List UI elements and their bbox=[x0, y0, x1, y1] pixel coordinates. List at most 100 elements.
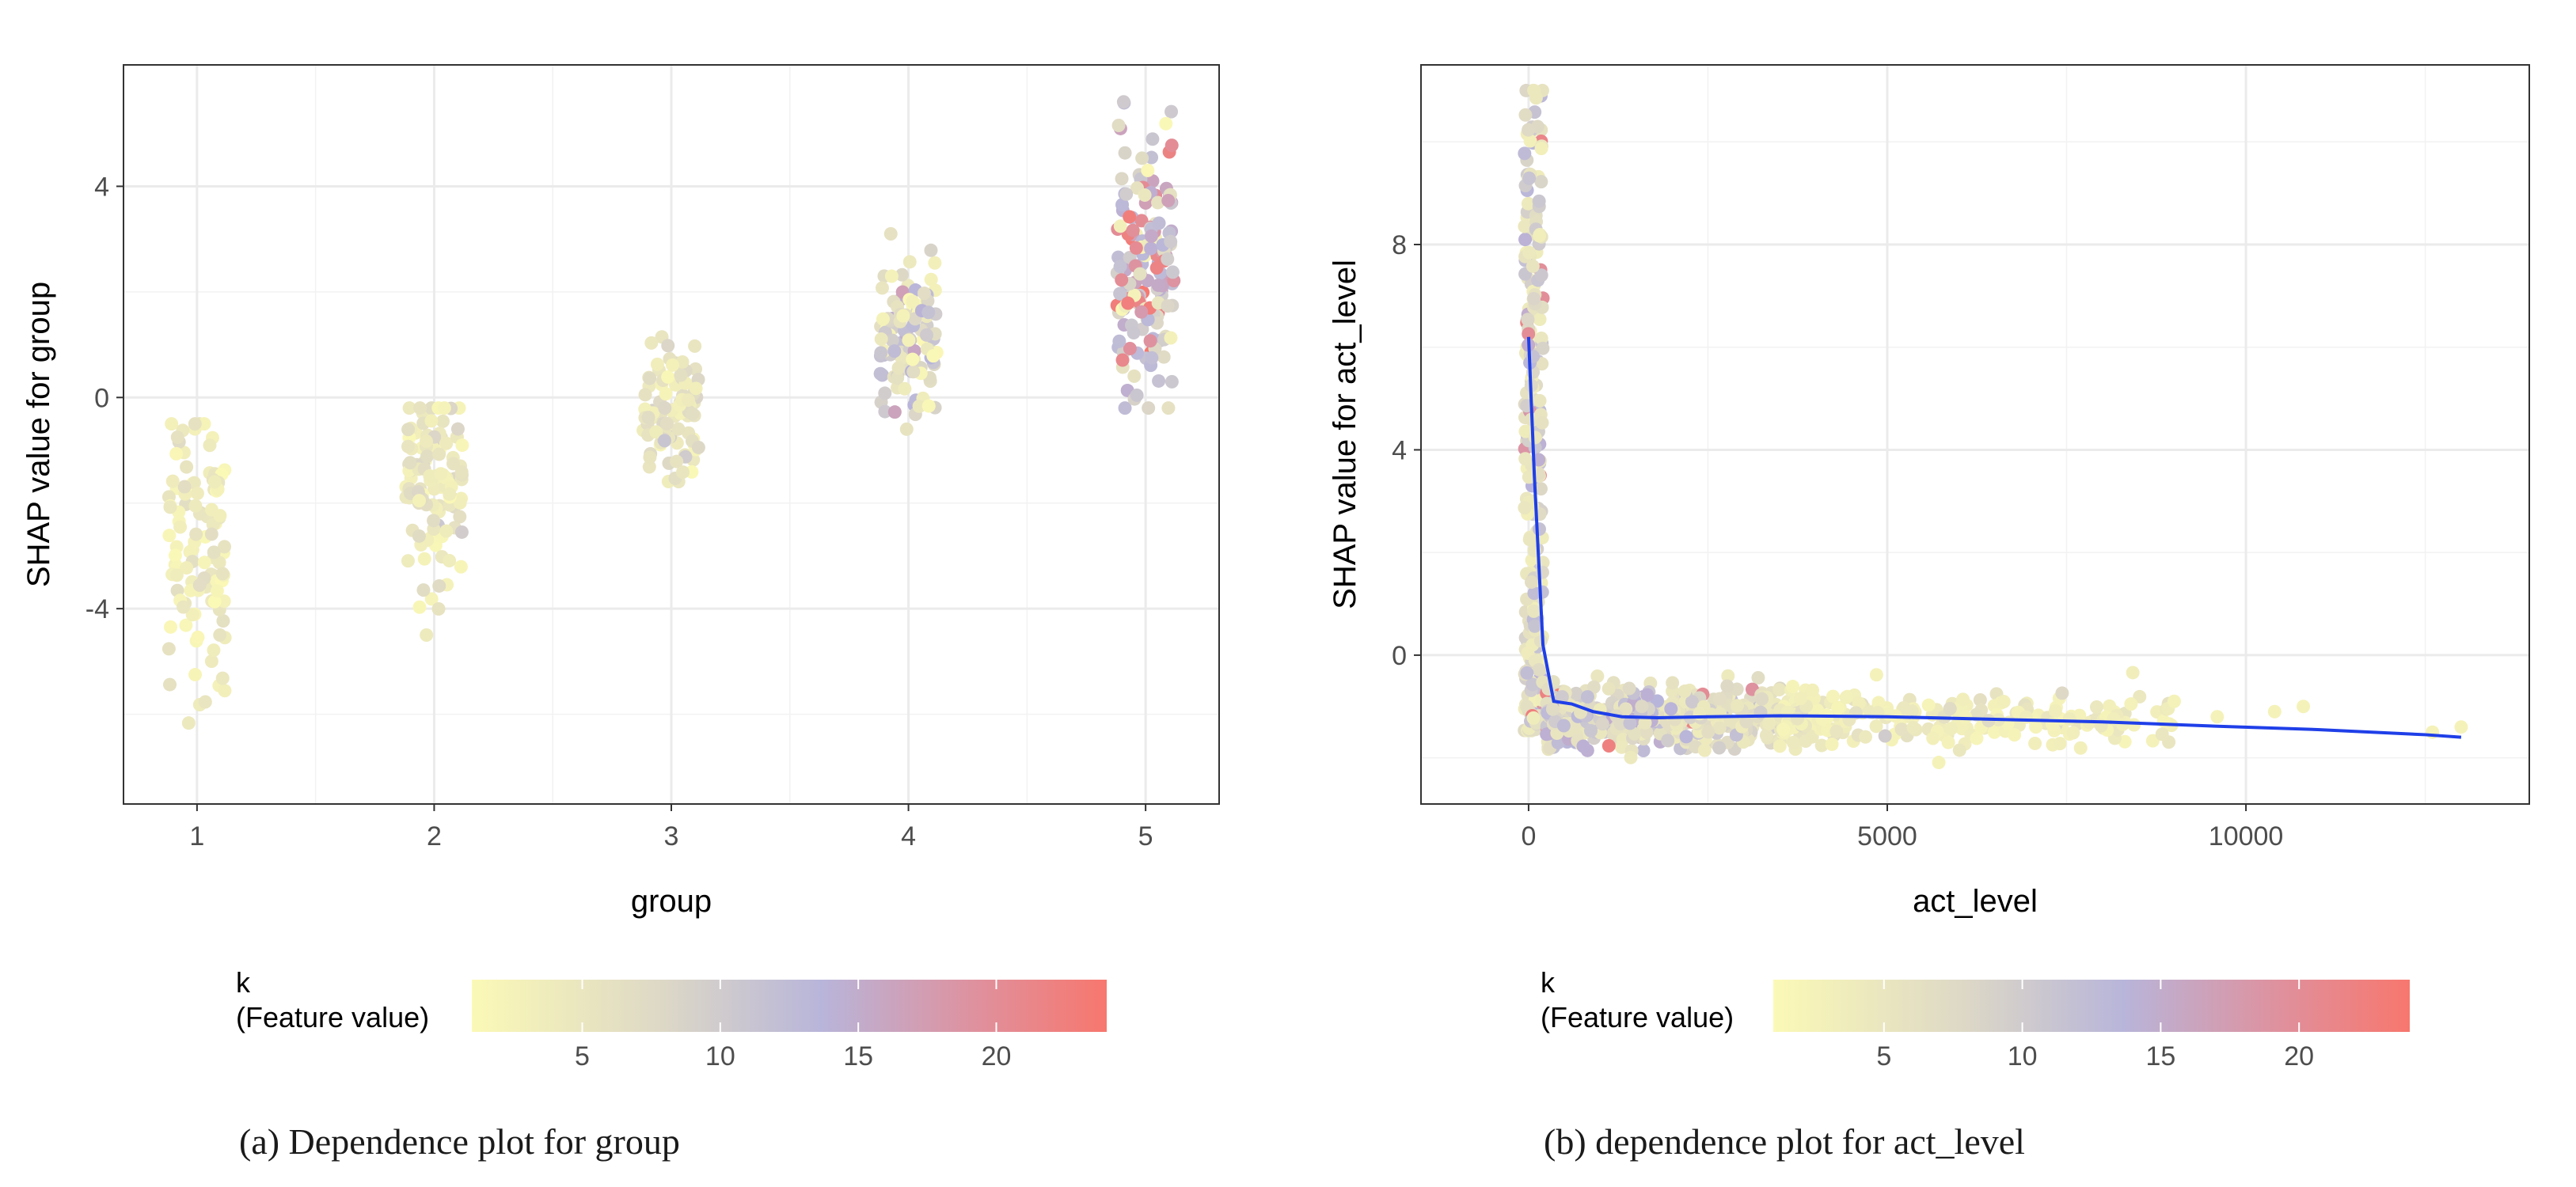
panel-a-legend-colorbar bbox=[472, 980, 1107, 1032]
panel-b-point bbox=[1586, 680, 1601, 694]
panel-a-point bbox=[891, 371, 905, 385]
panel-a-point bbox=[191, 630, 205, 644]
panel-b-point bbox=[2055, 686, 2069, 700]
panel-b-point bbox=[1533, 313, 1547, 327]
panel-a-point bbox=[928, 256, 942, 270]
panel-a-y-label: SHAP value for group bbox=[21, 282, 56, 587]
panel-a-point bbox=[161, 642, 176, 656]
panel-a-point bbox=[207, 594, 222, 609]
panel-a-point bbox=[1111, 119, 1126, 133]
panel-b-point bbox=[1529, 91, 1543, 105]
panel-b-point bbox=[1540, 727, 1554, 741]
panel-b-smooth-line bbox=[1526, 336, 2462, 739]
panel-a-x-tick-label: 3 bbox=[664, 821, 679, 851]
panel-b-point bbox=[1623, 716, 1637, 730]
panel-a-point bbox=[169, 446, 184, 461]
panel-a-point bbox=[432, 578, 446, 593]
panel-a-point bbox=[454, 525, 469, 539]
panel-a-legend-colorbar-tick-label: 20 bbox=[982, 1041, 1012, 1071]
panel-a-x-tick-label: 5 bbox=[1138, 821, 1153, 851]
panel-a-legend-ticks: 5 10 15 20 bbox=[575, 980, 1011, 1071]
panel-a-point bbox=[1149, 260, 1164, 275]
panel-b-point bbox=[1522, 327, 1536, 341]
panel-a-point bbox=[674, 368, 688, 382]
panel-b-point bbox=[1518, 452, 1533, 466]
panel-b-point bbox=[2297, 700, 2311, 714]
panel-b-point bbox=[1526, 711, 1541, 725]
panel-b-point bbox=[1944, 722, 1959, 736]
panel-b-point bbox=[1921, 698, 1936, 712]
panel-b-point bbox=[1580, 690, 1594, 704]
panel-a-point bbox=[207, 643, 221, 658]
panel-a-point bbox=[1113, 260, 1127, 274]
panel-a-point bbox=[434, 467, 448, 481]
panel-a-point bbox=[1126, 223, 1140, 237]
panel-b-point bbox=[1664, 702, 1678, 716]
panel-a-point bbox=[658, 401, 672, 415]
panel-a-point bbox=[1127, 369, 1142, 383]
panel-b-point bbox=[1739, 715, 1753, 729]
panel-a-point bbox=[165, 474, 180, 488]
panel-a-point bbox=[439, 436, 454, 450]
panel-a-legend-colorbar-tick-label: 15 bbox=[843, 1041, 873, 1071]
panel-b-point bbox=[1521, 313, 1535, 327]
panel-a-point bbox=[658, 434, 672, 448]
panel-b-point bbox=[2029, 720, 2043, 734]
panel-b-point bbox=[1518, 233, 1533, 247]
panel-a-point bbox=[1115, 353, 1130, 367]
panel-b-point bbox=[1952, 743, 1966, 757]
panel-b-point bbox=[1932, 756, 1946, 770]
panel-b-point bbox=[1555, 690, 1569, 704]
panel-a-point bbox=[691, 440, 705, 454]
panel-b-y-tick-label: 8 bbox=[1392, 230, 1407, 260]
panel-b: 0 5000 10000 8 4 0 act_level SHAP value for a… bbox=[1328, 64, 2530, 1162]
panel-a-point bbox=[659, 387, 673, 401]
panel-a-point bbox=[431, 602, 446, 616]
panel-b-point bbox=[1869, 719, 1883, 734]
panel-a-point bbox=[1119, 187, 1134, 201]
panel-b-point bbox=[1869, 668, 1883, 682]
panel-b-legend-colorbar bbox=[1773, 980, 2410, 1032]
panel-a-point bbox=[686, 407, 700, 421]
panel-a-x-tick-label: 4 bbox=[901, 821, 916, 851]
panel-a-point bbox=[887, 344, 902, 358]
panel-a: 1 2 3 4 5 4 0 -4 group SHAP value for group k (… bbox=[21, 64, 1220, 1162]
panel-a-point bbox=[1134, 305, 1149, 319]
panel-a-point bbox=[210, 584, 224, 598]
panel-a-point bbox=[189, 527, 203, 541]
panel-b-point bbox=[1831, 701, 1845, 715]
panel-b-point bbox=[1755, 692, 1769, 706]
panel-a-point bbox=[163, 500, 177, 514]
panel-b-legend-colorbar-tick-label: 10 bbox=[2008, 1041, 2038, 1071]
panel-a-point bbox=[162, 529, 177, 543]
panel-b-point bbox=[1679, 730, 1693, 744]
panel-b-point bbox=[2019, 710, 2033, 724]
panel-b-point bbox=[1759, 728, 1773, 742]
panel-a-point bbox=[198, 695, 212, 709]
panel-b-point bbox=[1793, 692, 1807, 706]
panel-a-point bbox=[924, 243, 938, 257]
panel-a-point bbox=[213, 628, 227, 643]
panel-a-point bbox=[638, 388, 652, 402]
panel-b-point bbox=[1906, 720, 1921, 734]
panel-a-point bbox=[1121, 296, 1135, 310]
panel-a-point bbox=[213, 509, 227, 523]
panel-a-point bbox=[670, 454, 684, 468]
panel-b-point bbox=[1545, 702, 1560, 716]
panel-b-point bbox=[2008, 728, 2022, 742]
panel-b-point bbox=[1527, 291, 1541, 305]
panel-a-point bbox=[1144, 229, 1158, 243]
panel-a-point bbox=[884, 269, 899, 283]
panel-a-point bbox=[1145, 351, 1159, 365]
panel-b-x-tick-label: 5000 bbox=[1857, 821, 1917, 851]
panel-b-point bbox=[1772, 683, 1787, 697]
panel-a-caption: (a) Dependence plot for group bbox=[239, 1121, 680, 1162]
panel-a-point bbox=[188, 499, 203, 513]
panel-b-point bbox=[1525, 259, 1540, 273]
panel-b-point bbox=[1527, 586, 1541, 601]
panel-b-point bbox=[1814, 738, 1829, 753]
panel-a-point bbox=[926, 349, 940, 363]
panel-a-point bbox=[416, 583, 431, 597]
panel-a-point bbox=[177, 600, 191, 614]
panel-a-point bbox=[419, 434, 433, 449]
